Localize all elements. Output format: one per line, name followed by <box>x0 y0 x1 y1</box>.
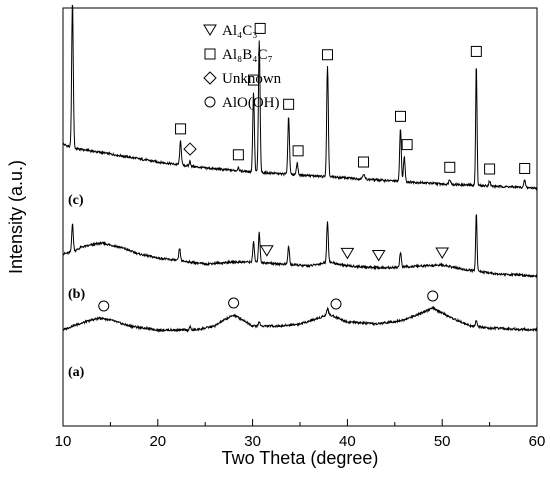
x-tick-label: 60 <box>529 433 546 450</box>
y-axis-label: Intensity (a.u.) <box>6 160 26 274</box>
triangle-down-marker <box>259 245 274 257</box>
square-marker <box>292 145 304 157</box>
square-marker <box>484 163 496 175</box>
legend-label: Unknown <box>222 71 282 87</box>
series-layer: (c) (b) (a) <box>62 4 538 380</box>
circle-marker <box>330 298 342 310</box>
series-label: (a) <box>68 365 85 380</box>
x-tick-label: 10 <box>55 433 72 450</box>
triangle-down-marker <box>340 247 355 260</box>
circle-marker <box>98 300 110 312</box>
square-marker <box>283 98 295 110</box>
phase-markers <box>98 22 531 312</box>
x-axis-ticks: 10 20 30 40 50 60 <box>55 419 546 450</box>
square-marker <box>394 110 406 122</box>
square-marker <box>401 139 413 151</box>
square-marker <box>358 156 370 168</box>
series-label: (b) <box>68 287 85 302</box>
x-tick-label: 50 <box>434 433 451 450</box>
series-label: (c) <box>68 193 84 208</box>
triangle-down-marker <box>203 24 217 36</box>
xrd-pattern-line <box>62 305 538 333</box>
circle-marker <box>228 297 240 309</box>
legend-label: AlO(OH) <box>222 95 280 111</box>
square-marker <box>175 123 187 135</box>
x-axis-label: Two Theta (degree) <box>222 448 379 468</box>
xrd-pattern-line <box>62 4 538 191</box>
diamond-marker <box>203 71 217 85</box>
square-marker <box>321 49 333 61</box>
square-marker <box>470 45 482 57</box>
square-marker <box>232 149 244 161</box>
square-marker <box>248 74 260 86</box>
square-marker <box>519 162 531 174</box>
square-marker <box>254 22 266 34</box>
x-tick-label: 40 <box>339 433 356 450</box>
x-tick-label: 20 <box>149 433 166 450</box>
legend-label: Al₈B₄C₇ <box>222 47 273 63</box>
triangle-down-marker <box>371 250 386 262</box>
square-marker <box>204 48 216 60</box>
legend: Al₄C₃ Al₈B₄C₇ Unknown AlO(OH) <box>203 23 282 111</box>
circle-marker <box>427 290 439 302</box>
plot-frame <box>62 7 538 427</box>
xrd-pattern-line <box>62 214 537 278</box>
x-tick-label: 30 <box>244 433 261 450</box>
diamond-marker <box>183 142 197 156</box>
triangle-down-marker <box>435 247 450 259</box>
circle-marker <box>204 96 216 108</box>
square-marker <box>444 161 456 173</box>
legend-label: Al₄C₃ <box>222 23 257 39</box>
